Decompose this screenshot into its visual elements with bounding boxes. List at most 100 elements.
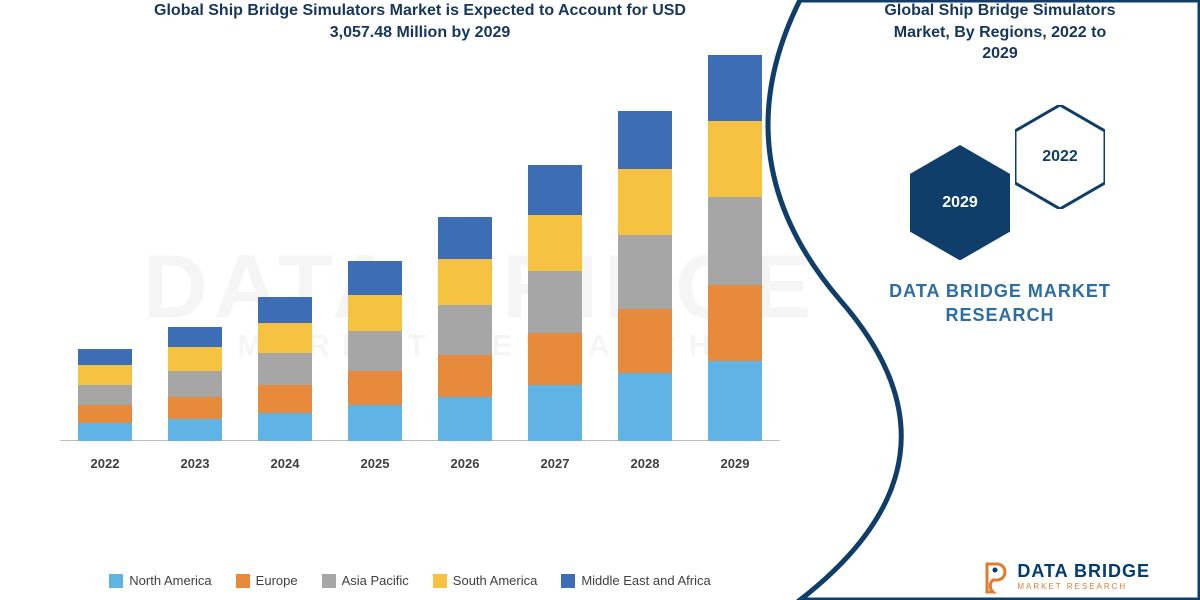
brand-line1: DATA BRIDGE MARKET xyxy=(889,281,1111,301)
bar-group xyxy=(255,297,315,441)
bar-segment xyxy=(168,397,222,419)
bar-segment xyxy=(708,121,762,197)
bar-stack xyxy=(708,55,762,441)
bar-segment xyxy=(348,295,402,331)
bar-group xyxy=(435,217,495,441)
bar-segment xyxy=(258,413,312,441)
bar-segment xyxy=(348,261,402,295)
bar-group xyxy=(615,111,675,441)
x-axis-labels: 20222023202420252026202720282029 xyxy=(60,456,780,471)
hexagon-graphic: 2029 2022 xyxy=(870,95,1130,255)
bar-segment xyxy=(438,259,492,305)
bar-stack xyxy=(348,261,402,441)
bar-segment xyxy=(528,385,582,441)
legend-label: South America xyxy=(453,573,538,588)
bar-segment xyxy=(438,355,492,397)
legend-label: Asia Pacific xyxy=(342,573,409,588)
bar-segment xyxy=(618,309,672,373)
x-axis-label: 2026 xyxy=(435,456,495,471)
bar-segment xyxy=(78,385,132,405)
page-root: DATA BRIDGE MARKET RESEARCH Global Ship … xyxy=(0,0,1200,600)
bar-segment xyxy=(438,305,492,355)
legend-swatch xyxy=(322,574,336,588)
bar-segment xyxy=(78,349,132,365)
bar-segment xyxy=(618,235,672,309)
bar-group xyxy=(705,55,765,441)
bar-stack xyxy=(168,327,222,441)
bar-segment xyxy=(348,405,402,441)
hexagon: 2029 xyxy=(910,145,1010,260)
hexagon-label: 2022 xyxy=(1042,148,1078,166)
bar-segment xyxy=(168,419,222,441)
x-axis-label: 2024 xyxy=(255,456,315,471)
footer-logo-sub: MARKET RESEARCH xyxy=(1017,582,1150,591)
bar-segment xyxy=(348,331,402,371)
bar-segment xyxy=(168,327,222,347)
bar-segment xyxy=(168,347,222,371)
bar-group xyxy=(345,261,405,441)
bar-segment xyxy=(528,271,582,333)
bar-segment xyxy=(438,397,492,441)
right-panel: Global Ship Bridge Simulators Market, By… xyxy=(830,0,1170,560)
bar-stack xyxy=(258,297,312,441)
bar-segment xyxy=(528,165,582,215)
bar-group xyxy=(165,327,225,441)
bar-segment xyxy=(708,197,762,285)
bar-segment xyxy=(258,323,312,353)
legend-swatch xyxy=(561,574,575,588)
legend-item: Middle East and Africa xyxy=(561,573,710,588)
legend-swatch xyxy=(236,574,250,588)
bar-stack xyxy=(528,165,582,441)
chart-title-line1: Global Ship Bridge Simulators Market is … xyxy=(154,2,686,19)
right-title: Global Ship Bridge Simulators Market, By… xyxy=(830,0,1170,65)
bar-segment xyxy=(708,361,762,441)
bar-segment xyxy=(708,55,762,121)
legend-label: Middle East and Africa xyxy=(581,573,710,588)
bar-segment xyxy=(168,371,222,397)
x-axis-label: 2028 xyxy=(615,456,675,471)
right-title-line3: 2029 xyxy=(982,45,1018,62)
bar-group xyxy=(75,349,135,441)
legend-swatch xyxy=(109,574,123,588)
bar-stack xyxy=(438,217,492,441)
bar-stack xyxy=(618,111,672,441)
bar-segment xyxy=(78,405,132,423)
legend-item: Asia Pacific xyxy=(322,573,409,588)
bar-segment xyxy=(528,333,582,385)
bar-segment xyxy=(78,365,132,385)
bar-segment xyxy=(438,217,492,259)
hexagon: 2022 xyxy=(1015,105,1105,209)
bar-segment xyxy=(258,385,312,413)
bar-segment xyxy=(708,285,762,361)
hexagon-label: 2029 xyxy=(942,194,978,212)
bar-segment xyxy=(348,371,402,405)
chart-title-line2: 3,057.48 Million by 2029 xyxy=(330,24,511,41)
left-panel: Global Ship Bridge Simulators Market is … xyxy=(40,0,800,560)
x-axis-label: 2025 xyxy=(345,456,405,471)
footer-logo-text: DATA BRIDGE xyxy=(1017,561,1150,581)
right-title-line2: Market, By Regions, 2022 to xyxy=(894,24,1107,41)
bar-row xyxy=(60,81,780,441)
x-axis-label: 2022 xyxy=(75,456,135,471)
legend-item: South America xyxy=(433,573,538,588)
footer-logo-text-wrap: DATA BRIDGE MARKET RESEARCH xyxy=(1017,563,1150,591)
legend-swatch xyxy=(433,574,447,588)
bar-stack xyxy=(78,349,132,441)
x-axis-label: 2027 xyxy=(525,456,585,471)
legend-label: Europe xyxy=(256,573,298,588)
right-title-line1: Global Ship Bridge Simulators xyxy=(884,2,1115,19)
legend-item: North America xyxy=(109,573,211,588)
bar-segment xyxy=(258,353,312,385)
chart-title: Global Ship Bridge Simulators Market is … xyxy=(40,0,800,43)
x-axis-label: 2029 xyxy=(705,456,765,471)
bar-segment xyxy=(78,423,132,441)
bar-segment xyxy=(618,111,672,169)
bar-segment xyxy=(528,215,582,271)
bar-group xyxy=(525,165,585,441)
chart-area: 20222023202420252026202720282029 xyxy=(60,61,780,481)
legend-item: Europe xyxy=(236,573,298,588)
bar-segment xyxy=(618,373,672,441)
legend-label: North America xyxy=(129,573,211,588)
brand-text: DATA BRIDGE MARKET RESEARCH xyxy=(830,279,1170,328)
footer-logo-icon xyxy=(981,560,1009,594)
